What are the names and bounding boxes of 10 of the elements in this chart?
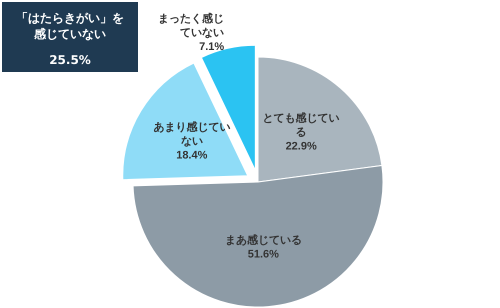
text: 「はたらきがい」を感じていない (16, 11, 124, 41)
slice-label: まったく感じていない (158, 12, 224, 39)
slice-label: まあ感じている (224, 233, 302, 246)
data-label: 51.6% (248, 248, 280, 260)
data-label: 18.4% (176, 150, 208, 162)
data-label: 7.1% (199, 40, 224, 53)
slice-label: あまり感じていない (153, 120, 230, 148)
data-label: 22.9% (286, 140, 317, 153)
text: 25.5% (49, 53, 91, 67)
slice-label: とても感じている (262, 112, 340, 139)
